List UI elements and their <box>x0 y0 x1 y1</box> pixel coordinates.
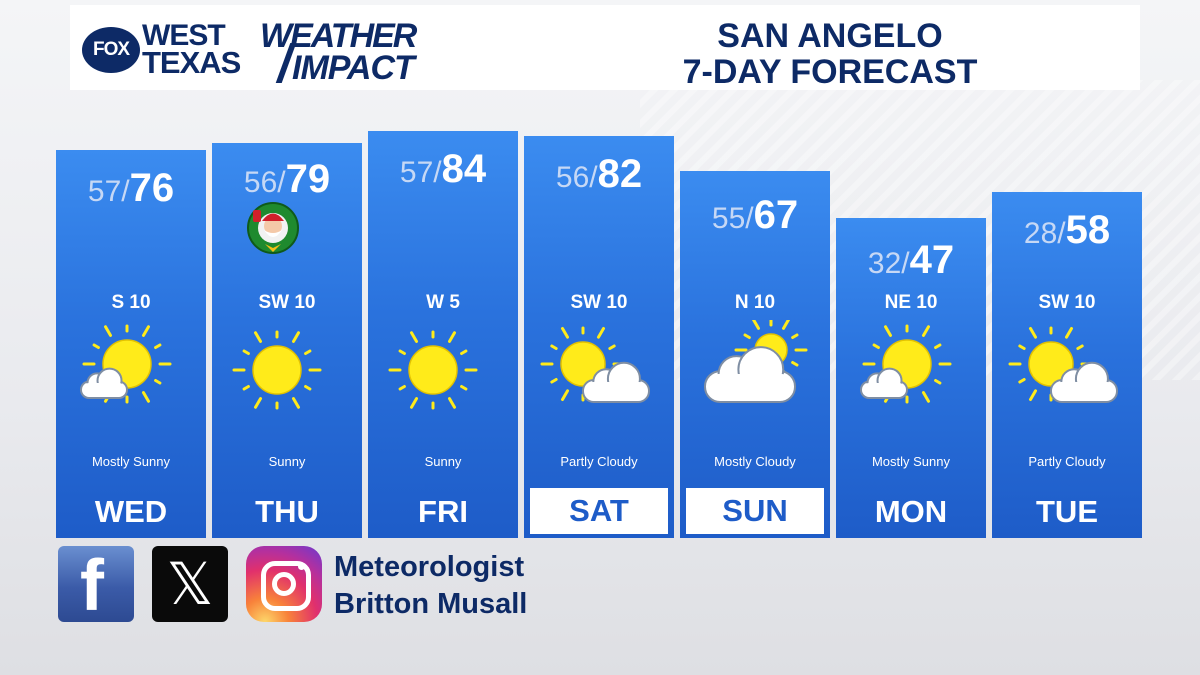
temperature-readout: 57/76 <box>56 166 206 211</box>
low-temp: 28 <box>1023 217 1058 250</box>
temp-separator: / <box>277 166 286 199</box>
high-temp: 82 <box>597 152 643 196</box>
facebook-icon[interactable]: f <box>58 546 134 626</box>
day-label: FRI <box>418 494 468 529</box>
mostly-cloudy-icon <box>695 318 815 425</box>
high-temp: 76 <box>129 166 175 210</box>
temp-separator: / <box>745 202 754 235</box>
forecast-day-mon: 32/47 NE 10 Mostly Sunny MON <box>836 218 986 538</box>
forecast-day-fri: 57/84 W 5 Sunny FRI <box>368 131 518 538</box>
santa-wreath-icon <box>245 200 301 261</box>
forecast-title-range: 7-DAY FORECAST <box>682 53 978 91</box>
wind-readout: SW 10 <box>258 292 316 313</box>
temperature-readout: 32/47 <box>836 238 986 283</box>
day-label: WED <box>94 494 168 529</box>
instagram-lens <box>272 572 296 596</box>
condition-label: Mostly Sunny <box>91 454 171 469</box>
wind-readout: N 10 <box>734 292 776 313</box>
partly-cloudy-icon <box>539 320 659 425</box>
low-temp: 32 <box>867 247 902 280</box>
instagram-camera-outline <box>261 561 311 611</box>
condition-label: Sunny <box>424 454 462 469</box>
low-temp: 57 <box>87 175 122 208</box>
high-temp: 84 <box>441 147 487 191</box>
day-label: SUN <box>686 488 824 534</box>
sunny-icon <box>383 320 503 425</box>
facebook-glyph: f <box>80 546 104 626</box>
high-temp: 58 <box>1065 208 1111 252</box>
day-label: MON <box>874 494 948 529</box>
wind-readout: SW 10 <box>570 292 628 313</box>
low-temp: 56 <box>243 166 278 199</box>
wind-readout: S 10 <box>111 292 151 313</box>
forecast-day-thu: 56/79 SW 10 Sunny THU <box>212 143 362 538</box>
condition-label: Sunny <box>268 454 306 469</box>
condition-label: Partly Cloudy <box>1028 454 1106 469</box>
forecast-title-city: SAN ANGELO <box>717 17 943 55</box>
temp-separator: / <box>589 161 598 194</box>
high-temp: 79 <box>285 157 331 201</box>
brand-texas-text: TEXAS <box>142 45 241 80</box>
header-banner: FOX WEST TEXAS WEATHER IMPACT SAN ANGELO… <box>70 5 1140 91</box>
temperature-readout: 56/79 <box>212 157 362 202</box>
day-label: SAT <box>530 488 668 534</box>
mostly-sunny-icon <box>851 320 971 425</box>
temp-separator: / <box>121 175 130 208</box>
wind-readout: NE 10 <box>884 292 938 313</box>
meteorologist-name: Britton Musall <box>334 588 528 620</box>
brand-weather-text: WEATHER <box>260 17 417 55</box>
wind-readout: SW 10 <box>1038 292 1096 313</box>
high-temp: 47 <box>909 238 955 282</box>
day-label: TUE <box>1036 494 1098 529</box>
meteorologist-title: Meteorologist <box>334 551 525 583</box>
x-twitter-icon[interactable]: 𝕏 <box>152 546 228 622</box>
low-temp: 56 <box>555 161 590 194</box>
x-glyph: 𝕏 <box>166 550 214 618</box>
instagram-icon[interactable] <box>246 546 322 622</box>
forecast-day-tue: 28/58 SW 10 Partly Cloudy TUE <box>992 192 1142 538</box>
instagram-flash <box>298 563 305 570</box>
fox-logo-badge: FOX <box>82 27 140 73</box>
low-temp: 55 <box>711 202 746 235</box>
day-label: THU <box>255 494 319 529</box>
temp-separator: / <box>1057 217 1066 250</box>
temperature-readout: 56/82 <box>524 152 674 197</box>
condition-label: Mostly Cloudy <box>714 454 796 469</box>
forecast-day-sun: 55/67 N 10 Mostly Cloudy SUN <box>680 171 830 538</box>
forecast-day-sat: 56/82 SW 10 Partly Cloudy SAT <box>524 136 674 538</box>
sunny-icon <box>227 320 347 425</box>
brand-impact-text: IMPACT <box>292 49 415 87</box>
temperature-readout: 55/67 <box>680 193 830 238</box>
temperature-readout: 57/84 <box>368 147 518 192</box>
high-temp: 67 <box>753 193 799 237</box>
low-temp: 57 <box>399 156 434 189</box>
forecast-day-wed: 57/76 S 10 Mostly Sunny WED <box>56 150 206 538</box>
temperature-readout: 28/58 <box>992 208 1142 253</box>
wind-readout: W 5 <box>426 292 460 313</box>
brand-west-text: WEST <box>142 19 226 52</box>
mostly-sunny-icon <box>71 320 191 425</box>
condition-label: Partly Cloudy <box>560 454 638 469</box>
condition-label: Mostly Sunny <box>871 454 951 469</box>
temp-separator: / <box>433 156 442 189</box>
temp-separator: / <box>901 247 910 280</box>
partly-cloudy-icon <box>1007 320 1127 425</box>
